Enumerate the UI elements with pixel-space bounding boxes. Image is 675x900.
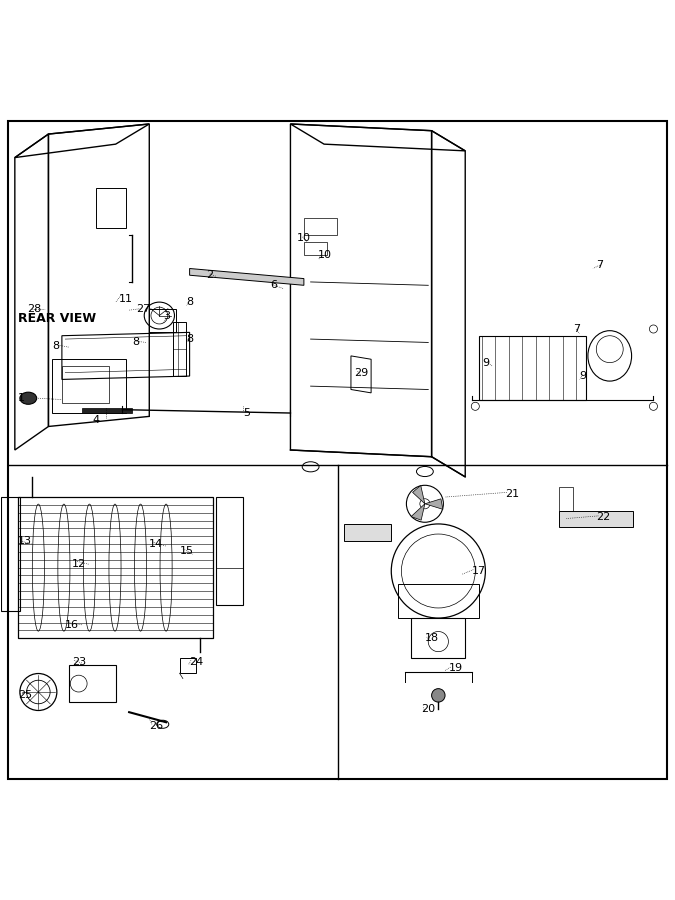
Bar bbox=[18, 497, 213, 638]
Bar bbox=[479, 336, 586, 400]
Text: 8: 8 bbox=[132, 338, 140, 347]
Bar bbox=[398, 584, 479, 618]
Text: REAR VIEW: REAR VIEW bbox=[18, 312, 97, 326]
Bar bbox=[304, 241, 327, 255]
Text: 1: 1 bbox=[18, 392, 25, 402]
Bar bbox=[149, 309, 176, 332]
Text: 8: 8 bbox=[186, 297, 193, 307]
Ellipse shape bbox=[20, 392, 36, 404]
Bar bbox=[52, 359, 126, 413]
Text: 10: 10 bbox=[317, 250, 331, 260]
Bar bbox=[217, 497, 244, 605]
Bar bbox=[304, 218, 338, 235]
Text: 17: 17 bbox=[472, 566, 486, 576]
Bar bbox=[1, 497, 20, 611]
Text: 24: 24 bbox=[190, 657, 204, 667]
Text: 26: 26 bbox=[149, 721, 163, 731]
Polygon shape bbox=[412, 485, 425, 504]
Polygon shape bbox=[425, 499, 443, 509]
Ellipse shape bbox=[431, 688, 445, 702]
Text: 27: 27 bbox=[136, 304, 150, 314]
Bar bbox=[173, 322, 186, 376]
Text: 8: 8 bbox=[52, 341, 59, 351]
Bar bbox=[180, 659, 196, 673]
Text: 10: 10 bbox=[297, 233, 311, 243]
Bar bbox=[560, 510, 633, 527]
Text: 21: 21 bbox=[506, 489, 520, 499]
Text: 28: 28 bbox=[27, 304, 41, 314]
Text: 8: 8 bbox=[186, 334, 193, 344]
Text: 7: 7 bbox=[573, 324, 580, 334]
Text: 13: 13 bbox=[18, 536, 32, 545]
Text: 7: 7 bbox=[596, 260, 603, 270]
Bar bbox=[95, 188, 126, 229]
Bar bbox=[412, 618, 465, 659]
Text: 25: 25 bbox=[18, 690, 32, 700]
Text: 16: 16 bbox=[65, 620, 79, 630]
Text: 11: 11 bbox=[119, 293, 133, 304]
Text: 19: 19 bbox=[448, 663, 462, 673]
Bar bbox=[69, 665, 115, 702]
Text: 4: 4 bbox=[92, 415, 99, 425]
Text: 6: 6 bbox=[270, 280, 277, 291]
Text: 22: 22 bbox=[596, 512, 611, 522]
Text: 18: 18 bbox=[425, 634, 439, 643]
Bar bbox=[82, 408, 132, 413]
Text: 3: 3 bbox=[163, 310, 169, 320]
Text: 5: 5 bbox=[244, 408, 250, 418]
Text: 23: 23 bbox=[72, 657, 86, 667]
Text: 12: 12 bbox=[72, 559, 86, 570]
Text: 9: 9 bbox=[482, 357, 489, 367]
Bar bbox=[560, 487, 573, 510]
Text: 9: 9 bbox=[580, 371, 587, 381]
Polygon shape bbox=[411, 504, 425, 520]
Text: 20: 20 bbox=[421, 704, 435, 714]
Text: 29: 29 bbox=[354, 368, 369, 378]
Text: 2: 2 bbox=[207, 270, 213, 280]
Text: 14: 14 bbox=[149, 539, 163, 549]
Polygon shape bbox=[190, 268, 304, 285]
Bar bbox=[62, 366, 109, 403]
Text: 15: 15 bbox=[180, 545, 194, 556]
Bar bbox=[344, 524, 391, 541]
